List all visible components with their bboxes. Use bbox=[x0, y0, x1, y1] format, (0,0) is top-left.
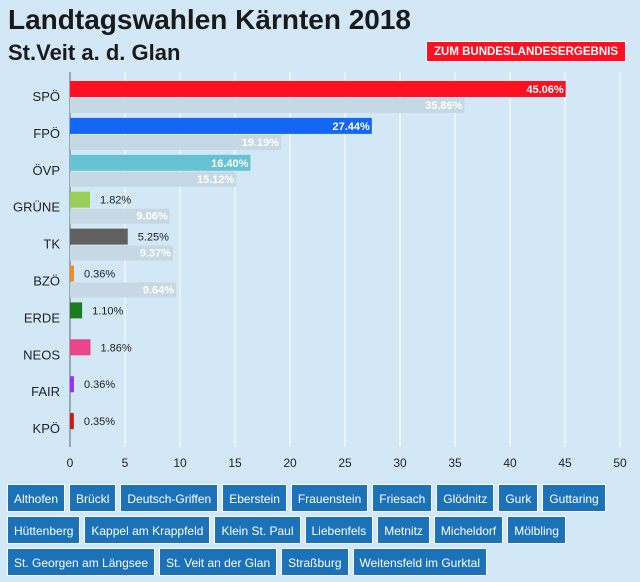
bar-label-2018: 5.25% bbox=[138, 232, 169, 244]
bar-2018 bbox=[70, 191, 91, 208]
bar-previous bbox=[70, 171, 237, 187]
category-label: TK bbox=[43, 237, 60, 252]
municipality-button[interactable]: Metnitz bbox=[377, 516, 430, 544]
x-tick-label: 35 bbox=[448, 456, 462, 470]
bar-label-previous: 9.06% bbox=[136, 211, 167, 223]
x-tick-label: 10 bbox=[173, 456, 187, 470]
municipality-button[interactable]: Friesach bbox=[372, 484, 433, 512]
page-title: Landtagswahlen Kärnten 2018 bbox=[8, 4, 412, 35]
bar-label-2018: 1.82% bbox=[100, 195, 131, 207]
category-label: GRÜNE bbox=[13, 200, 60, 215]
bar-2018 bbox=[70, 376, 74, 393]
bar-label-previous: 19.19% bbox=[242, 137, 280, 149]
x-tick-label: 15 bbox=[228, 456, 242, 470]
x-tick-label: 5 bbox=[122, 456, 129, 470]
municipality-button[interactable]: Liebenfels bbox=[304, 516, 374, 544]
bar-label-2018: 0.36% bbox=[84, 379, 115, 391]
category-label: BZÖ bbox=[33, 274, 60, 289]
bar-previous bbox=[70, 98, 465, 113]
municipality-button[interactable]: Hüttenberg bbox=[7, 516, 81, 544]
x-tick-label: 0 bbox=[67, 456, 74, 470]
x-tick-label: 50 bbox=[613, 456, 627, 470]
category-label: ÖVP bbox=[33, 163, 60, 178]
bar-label-2018: 1.10% bbox=[92, 305, 123, 317]
category-label: FAIR bbox=[31, 384, 60, 399]
x-tick-label: 30 bbox=[393, 456, 407, 470]
bar-label-previous: 35.86% bbox=[425, 100, 463, 112]
bar-label-previous: 9.37% bbox=[140, 248, 171, 260]
bar-label-2018: 27.44% bbox=[333, 121, 371, 133]
bar-label-2018: 45.06% bbox=[526, 84, 564, 96]
municipality-button[interactable]: Mölbling bbox=[507, 516, 566, 544]
bar-previous bbox=[70, 245, 174, 261]
x-tick-label: 45 bbox=[558, 456, 572, 470]
x-tick-label: 25 bbox=[338, 456, 352, 470]
bar-label-2018: 0.36% bbox=[84, 269, 115, 281]
x-tick-label: 40 bbox=[503, 456, 517, 470]
municipality-button[interactable]: Kappel am Krappfeld bbox=[84, 516, 211, 544]
municipality-button[interactable]: Glödnitz bbox=[436, 484, 495, 512]
bar-2018 bbox=[70, 117, 372, 134]
municipality-button[interactable]: Straßburg bbox=[281, 548, 349, 576]
page-subtitle: St.Veit a. d. Glan bbox=[8, 40, 181, 65]
bar-2018 bbox=[70, 154, 251, 171]
bar-2018 bbox=[70, 302, 83, 319]
municipality-buttons: Althofen Brückl Deutsch-Griffen Eberstein Fr… bbox=[7, 484, 627, 576]
municipality-button[interactable]: Frauenstein bbox=[290, 484, 369, 512]
municipality-button[interactable]: Deutsch-Griffen bbox=[120, 484, 219, 512]
state-result-button[interactable]: ZUM BUNDESLANDESERGEBNIS bbox=[426, 41, 626, 62]
bar-2018 bbox=[70, 265, 74, 282]
municipality-button[interactable]: Weitensfeld im Gurktal bbox=[352, 548, 488, 576]
category-label: SPÖ bbox=[33, 89, 60, 104]
municipality-button[interactable]: Brückl bbox=[69, 484, 117, 512]
municipality-button[interactable]: Gurk bbox=[498, 484, 539, 512]
municipality-button[interactable]: Klein St. Paul bbox=[214, 516, 301, 544]
bar-label-2018: 1.86% bbox=[100, 342, 131, 354]
bar-previous bbox=[70, 208, 170, 224]
bar-2018 bbox=[70, 81, 566, 97]
category-label: ERDE bbox=[24, 310, 60, 325]
bar-2018 bbox=[70, 228, 128, 245]
municipality-button[interactable]: St. Georgen am Längsee bbox=[7, 548, 156, 576]
x-tick-label: 20 bbox=[283, 456, 297, 470]
bar-label-previous: 15.12% bbox=[197, 174, 235, 186]
bar-chart: 0 5 10 15 20 25 30 35 40 45 50 SPÖ 45.06% 35.86% FPÖ 27… bbox=[13, 72, 627, 470]
bar-2018 bbox=[70, 413, 74, 430]
bar-label-previous: 9.64% bbox=[143, 285, 174, 297]
bar-label-2018: 16.40% bbox=[211, 158, 249, 170]
category-label: KPÖ bbox=[33, 421, 60, 436]
municipality-button[interactable]: St. Veit an der Glan bbox=[159, 548, 278, 576]
municipality-button[interactable]: Eberstein bbox=[222, 484, 287, 512]
bar-previous bbox=[70, 282, 177, 298]
category-label: NEOS bbox=[23, 347, 60, 362]
municipality-button[interactable]: Althofen bbox=[7, 484, 66, 512]
category-label: FPÖ bbox=[33, 126, 60, 141]
bar-previous bbox=[70, 134, 282, 150]
municipality-button[interactable]: Micheldorf bbox=[433, 516, 504, 544]
bar-label-2018: 0.35% bbox=[84, 416, 115, 428]
bar-2018 bbox=[70, 339, 91, 356]
municipality-button[interactable]: Guttaring bbox=[542, 484, 606, 512]
